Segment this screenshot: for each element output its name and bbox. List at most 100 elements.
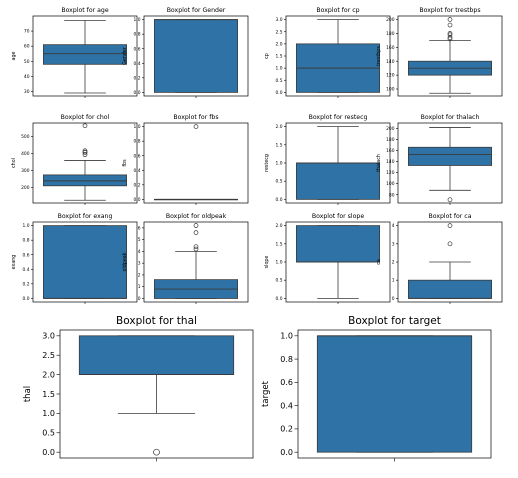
y-axis-label: slope <box>264 256 270 269</box>
y-tick-label: 40 <box>24 74 30 80</box>
boxplot-panel: Boxplot for age age 30 40 50 60 70 <box>12 7 138 98</box>
y-tick-label: 100 <box>386 87 395 93</box>
y-tick-label: 0.5 <box>42 429 55 438</box>
boxplot-panel: Boxplot for restecg restecg 0.0 0.5 1.0 1.5 2.… <box>264 114 391 205</box>
outlier-point <box>82 149 88 155</box>
y-tick-label: 2 <box>138 272 141 278</box>
chart-title: Boxplot for slope <box>312 213 364 220</box>
y-tick-label: 0.6 <box>134 153 141 159</box>
plot-frame <box>143 15 249 97</box>
box-iqr <box>78 335 235 376</box>
y-tick-label: 0.0 <box>276 296 283 302</box>
y-axis-label: target <box>261 380 271 407</box>
y-tick-label: 0.8 <box>280 355 293 364</box>
outlier-point <box>193 244 199 250</box>
y-tick-label: 2.5 <box>42 351 55 360</box>
box-iqr <box>153 19 238 93</box>
y-tick-label: 70 <box>24 29 30 35</box>
y-tick-label: 60 <box>24 44 30 50</box>
box-iqr <box>43 174 127 187</box>
plot-frame <box>285 15 391 97</box>
box-iqr <box>43 225 127 299</box>
y-tick-label: 100 <box>386 181 395 187</box>
y-tick-label: 0.4 <box>134 168 141 174</box>
boxplot-panel: Boxplot for ca ca 0 1 2 3 4 <box>377 213 503 304</box>
y-axis-label: thal <box>23 386 33 402</box>
y-tick-label: 0.2 <box>280 425 293 434</box>
boxplot-panel: Boxplot for cp cp 0.0 0.5 1.0 1.5 2.0 2.5 3.0 <box>265 7 391 98</box>
y-axis-label: cp <box>265 53 270 59</box>
y-tick-label: 120 <box>386 73 395 79</box>
box-iqr <box>295 225 380 263</box>
plot-frame <box>397 122 503 204</box>
y-axis-label: oldpeak <box>122 252 128 271</box>
y-tick-label: 0.0 <box>134 197 141 203</box>
chart-title: Boxplot for exang <box>58 213 113 220</box>
y-tick-label: 0.2 <box>134 75 141 81</box>
outlier-point <box>447 32 453 38</box>
box-iqr <box>407 279 492 299</box>
y-tick-label: 500 <box>21 134 30 140</box>
y-tick-label: 2 <box>392 260 395 266</box>
y-tick-label: 140 <box>386 159 395 165</box>
box-iqr <box>407 146 492 166</box>
y-tick-label: 1 <box>392 278 395 284</box>
plot-frame <box>143 122 249 204</box>
y-axis-label: exang <box>12 255 17 270</box>
y-axis-label: Gender <box>122 47 128 65</box>
outlier-point <box>82 123 88 129</box>
y-tick-label: 0.4 <box>23 267 30 273</box>
y-axis-label: restecg <box>264 154 270 172</box>
outlier-point <box>447 17 453 22</box>
y-tick-label: 1.5 <box>276 54 283 60</box>
y-axis-label: trestbps <box>376 46 382 66</box>
plot-frame <box>32 221 138 303</box>
box-iqr <box>316 335 473 453</box>
chart-title: Boxplot for restecg <box>309 114 368 121</box>
outlier-point <box>447 197 453 203</box>
y-tick-label: 1.0 <box>276 260 283 266</box>
chart-title: Boxplot for age <box>61 7 109 14</box>
y-tick-label: 0.2 <box>134 182 141 188</box>
y-tick-label: 0.2 <box>23 281 30 287</box>
plot-frame <box>285 221 391 303</box>
y-tick-label: 0.0 <box>42 448 55 457</box>
y-tick-label: 3 <box>138 261 141 267</box>
y-tick-label: 1 <box>138 284 141 290</box>
plot-frame <box>285 122 391 204</box>
y-tick-label: 0.4 <box>280 401 293 410</box>
outlier-point <box>193 223 199 228</box>
plot-frame <box>32 15 138 97</box>
outlier-point <box>447 22 453 28</box>
y-tick-label: 1.5 <box>276 241 283 247</box>
y-tick-label: 160 <box>386 148 395 154</box>
y-axis-label: thalach <box>376 154 382 172</box>
y-tick-label: 140 <box>386 59 395 65</box>
y-tick-label: 0 <box>392 296 395 302</box>
y-tick-label: 200 <box>386 17 395 23</box>
outlier-point <box>193 246 199 252</box>
y-tick-label: 2.0 <box>276 124 283 130</box>
box-iqr <box>295 162 380 200</box>
y-tick-label: 30 <box>24 89 30 95</box>
y-tick-label: 200 <box>21 185 30 191</box>
boxplot-panel: Boxplot for target target 0.0 0.2 0.4 0.6 0.8 1… <box>261 315 492 462</box>
y-axis-label: age <box>12 51 17 60</box>
y-axis-label: fbs <box>122 159 128 167</box>
y-tick-label: 0.0 <box>276 197 283 203</box>
boxplot-panel: Boxplot for slope slope 0.0 0.5 1.0 1.5 2.0 <box>264 213 391 304</box>
boxplot-panel: Boxplot for fbs fbs 0.0 0.2 0.4 0.6 0.8 1.0 <box>122 114 249 205</box>
chart-title: Boxplot for thal <box>116 315 197 327</box>
chart-title: Boxplot for chol <box>61 114 110 121</box>
plot-frame <box>59 329 254 459</box>
y-tick-label: 0.8 <box>134 32 141 38</box>
chart-title: Boxplot for fbs <box>173 114 218 121</box>
y-tick-label: 50 <box>24 59 30 65</box>
y-tick-label: 1.0 <box>23 223 30 229</box>
chart-title: Boxplot for Gender <box>167 7 226 14</box>
boxplot-panel: Boxplot for thalach thalach 80 100 120 140 160… <box>376 114 503 205</box>
y-tick-label: 2.5 <box>276 29 283 35</box>
y-tick-label: 5 <box>138 237 141 243</box>
y-tick-label: 1.0 <box>276 161 283 167</box>
y-tick-label: 0.0 <box>276 90 283 96</box>
